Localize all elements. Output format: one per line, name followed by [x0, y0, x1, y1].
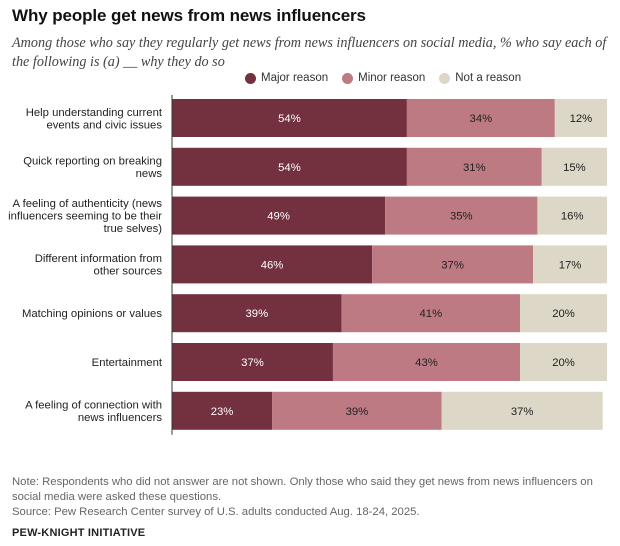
- data-label-none: 16%: [561, 211, 584, 223]
- data-label-major: 54%: [278, 162, 301, 174]
- source-text: Source: Pew Research Center survey of U.…: [12, 506, 420, 518]
- data-label-minor: 35%: [450, 211, 473, 223]
- legend-label-minor: Minor reason: [358, 72, 426, 84]
- bar-segment-minor: [341, 294, 520, 333]
- bar-segment-none: [520, 343, 607, 381]
- category-label: Help understanding current events and civ…: [26, 107, 163, 132]
- chart-subtitle: Among those who say they regularly get n…: [12, 35, 607, 70]
- category-label: A feeling of connection with news influen…: [25, 400, 162, 425]
- category-label: Quick reporting on breaking news: [23, 156, 162, 181]
- category-label: Different information from other sources: [35, 253, 163, 278]
- bar-segment-minor: [406, 99, 555, 137]
- legend-label-major: Major reason: [261, 72, 329, 84]
- data-label-major: 49%: [267, 211, 290, 223]
- bar-segment-major: [172, 245, 373, 284]
- category-label: Entertainment: [92, 357, 163, 369]
- brand-label: PEW-KNIGHT INITIATIVE: [12, 527, 146, 539]
- legend-swatch-none: [439, 72, 451, 84]
- bar-segment-none: [554, 99, 607, 137]
- legend-item-minor: Minor reason: [342, 72, 425, 84]
- bar-segment-minor: [272, 391, 442, 430]
- stacked-bar-chart: Help understanding current events and civ…: [8, 95, 607, 435]
- data-label-none: 12%: [570, 113, 593, 125]
- category-label: A feeling of authenticity (news influence…: [8, 198, 162, 235]
- note-text: Note: Respondents who did not answer are…: [12, 476, 593, 503]
- data-label-major: 37%: [241, 357, 264, 369]
- bar-segment-none: [537, 196, 607, 235]
- notes-block: Note: Respondents who did not answer are…: [12, 475, 612, 520]
- bar-segment-none: [441, 391, 603, 430]
- data-label-major: 39%: [246, 308, 269, 320]
- data-label-minor: 34%: [470, 113, 493, 125]
- legend-swatch-minor: [342, 72, 354, 84]
- bar-segment-major: [172, 196, 386, 235]
- legend-item-major: Major reason: [245, 72, 328, 84]
- legend-item-none: Not a reason: [439, 72, 521, 84]
- bar-segment-minor: [372, 245, 534, 284]
- legend: Major reason Minor reason Not a reason: [245, 70, 535, 86]
- data-label-major: 23%: [211, 406, 234, 418]
- bar-segment-major: [172, 343, 333, 381]
- data-label-minor: 41%: [420, 308, 443, 320]
- chart-title: Why people get news from news influencer…: [12, 6, 366, 25]
- data-label-minor: 39%: [346, 406, 369, 418]
- bar-segment-none: [533, 245, 607, 284]
- data-label-minor: 43%: [415, 357, 438, 369]
- bar-segment-none: [541, 147, 607, 186]
- bar-segment-minor: [406, 147, 542, 186]
- legend-swatch-major: [245, 72, 256, 84]
- data-label-none: 17%: [559, 259, 582, 271]
- bar-segment-major: [172, 99, 407, 137]
- data-label-major: 46%: [261, 259, 284, 271]
- data-label-none: 37%: [511, 406, 534, 418]
- data-label-none: 20%: [552, 357, 575, 369]
- category-label: Matching opinions or values: [22, 308, 162, 320]
- bar-segment-none: [520, 294, 607, 333]
- bar-segment-major: [172, 391, 273, 430]
- legend-label-none: Not a reason: [455, 72, 522, 84]
- data-label-none: 15%: [563, 162, 586, 174]
- bar-segment-major: [172, 147, 407, 186]
- data-label-minor: 37%: [441, 259, 464, 271]
- bar-segment-major: [172, 294, 342, 333]
- data-label-major: 54%: [278, 113, 301, 125]
- data-label-minor: 31%: [463, 162, 486, 174]
- bar-segment-minor: [332, 343, 520, 381]
- bar-segment-minor: [385, 196, 538, 235]
- data-label-none: 20%: [552, 308, 575, 320]
